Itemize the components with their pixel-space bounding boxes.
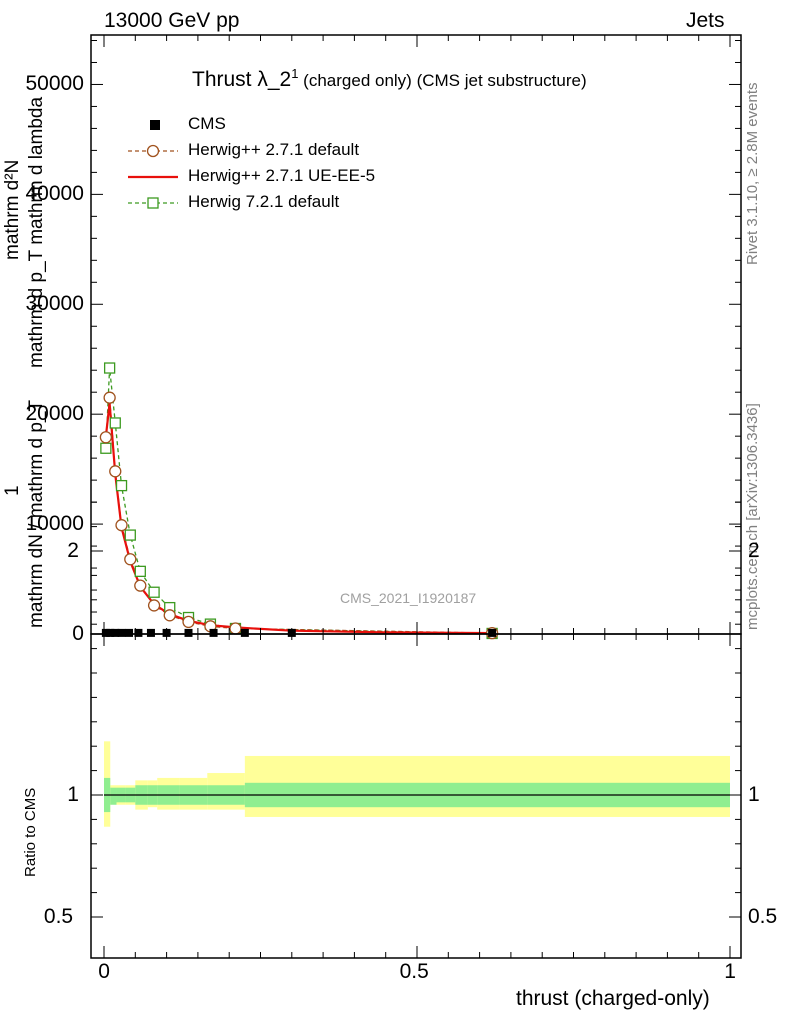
x-axis-label: thrust (charged-only): [516, 987, 710, 1010]
ratio-plot-frame: [90, 633, 742, 959]
plot-title-sup: 1: [291, 66, 299, 81]
ratio-tick-label: 2: [67, 539, 79, 562]
ratio-green-band-segment: [110, 787, 117, 805]
cms-point: [101, 628, 110, 637]
y-tick-label: 50000: [25, 72, 84, 96]
herwig7-point: [124, 529, 136, 541]
legend-label: Herwig++ 2.7.1 UE-EE-5: [188, 166, 376, 185]
cms-point: [184, 628, 193, 637]
legend-item-herwig7-default: Herwig 7.2.1 default: [118, 191, 418, 215]
herwigpp-default-point: [99, 431, 113, 444]
herwigpp-default-point: [147, 599, 161, 612]
herwig7-point: [109, 417, 121, 429]
herwigpp-default-point: [103, 391, 116, 404]
cms-point: [488, 628, 497, 637]
legend-marker-open-square-icon: [128, 197, 178, 209]
legend-marker-square-icon: [150, 120, 160, 130]
y-tick-label: 10000: [25, 512, 84, 536]
cms-point: [134, 628, 143, 637]
y-tick-label: 30000: [25, 292, 84, 316]
herwigpp-default-point: [134, 579, 147, 592]
ratio-tick-label-right: 2: [748, 539, 760, 562]
herwig7-point: [100, 442, 112, 454]
y-tick-label: 40000: [25, 182, 84, 206]
plot-title-sub: (charged only) (CMS jet substructure): [298, 71, 587, 90]
mcplots-label: mcplots.cern.ch [arXiv:1306.3436]: [744, 403, 761, 630]
header-left-label: 13000 GeV pp: [104, 9, 240, 32]
herwigpp-default-point: [182, 615, 195, 629]
y-tick-label: 20000: [25, 402, 84, 426]
herwig7-point: [134, 565, 146, 578]
herwig7-point: [103, 362, 116, 374]
cms-point: [117, 628, 126, 637]
herwigpp-default-point: [115, 519, 128, 532]
x-tick-label: 1: [724, 960, 736, 983]
plot-title-main: Thrust λ_2: [192, 68, 292, 91]
ratio-uncertainty-band: [104, 741, 730, 827]
y-axis-one: 1: [2, 485, 23, 496]
legend-label: CMS: [188, 114, 226, 133]
legend-label: Herwig 7.2.1 default: [188, 192, 340, 211]
y-axis-numerator-1: mathrm d²N: [2, 159, 23, 260]
ratio-tick-label: 0.5: [43, 905, 74, 928]
cms-point: [146, 628, 155, 637]
plot-frames: [90, 34, 742, 959]
cms-point: [209, 628, 218, 637]
ratio-axis-label: Ratio to CMS: [22, 787, 39, 877]
legend-item-herwigpp-ue: Herwig++ 2.7.1 UE-EE-5: [118, 165, 418, 189]
ratio-tick-label-right: 0.5: [748, 905, 778, 928]
header-right-label: Jets: [686, 9, 725, 32]
ratio-tick-label-right: 1: [748, 783, 760, 806]
legend-item-herwigpp-default: Herwig++ 2.7.1 default: [118, 139, 418, 163]
cms-point: [240, 628, 249, 637]
y-axis-numerator-2: mathrm d p_T mathrm d lambda: [26, 96, 47, 368]
x-tick-label: 0.5: [399, 960, 429, 983]
legend-marker-line-icon: [128, 175, 178, 179]
cms-point: [125, 628, 134, 637]
cms-point: [111, 628, 120, 637]
herwig7-point: [148, 586, 160, 598]
herwigpp-default-point: [109, 465, 122, 478]
plot-title: Thrust λ_21 (charged only) (CMS jet subs…: [192, 66, 587, 92]
herwigpp-default-point: [163, 609, 176, 622]
herwigpp-default-point: [229, 622, 242, 635]
legend-item-cms: CMS: [118, 113, 418, 137]
herwig7-point: [115, 479, 128, 492]
watermark-label: CMS_2021_I1920187: [340, 590, 477, 606]
ratio-tick-label: 1: [67, 783, 79, 806]
legend-marker-circle-icon: [128, 144, 178, 158]
y-tick-label: 0: [72, 622, 84, 645]
rivet-label: Rivet 3.1.10, ≥ 2.8M events: [744, 82, 761, 266]
x-tick-label: 0: [98, 960, 110, 983]
legend-label: Herwig++ 2.7.1 default: [188, 140, 360, 159]
cms-point: [106, 628, 115, 637]
axis-ticks: [91, 35, 741, 958]
herwigpp-default-point: [124, 553, 137, 566]
